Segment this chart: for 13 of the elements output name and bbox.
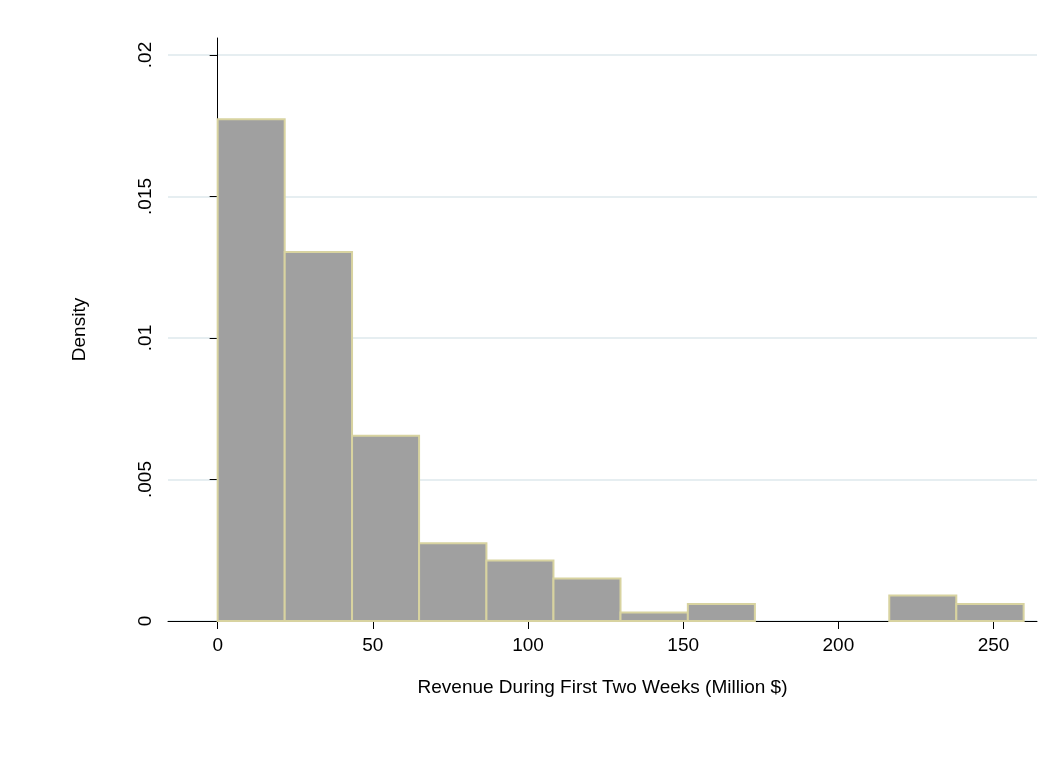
x-tick-label: 150 (667, 634, 700, 655)
x-axis-title: Revenue During First Two Weeks (Million $) (417, 676, 788, 697)
x-tick-label: 250 (977, 634, 1010, 655)
x-tick-label: 50 (362, 634, 384, 655)
x-tick-label: 0 (212, 634, 223, 655)
y-axis-title: Density (68, 297, 89, 362)
x-tick-label: 100 (512, 634, 544, 655)
y-tick-label: .005 (134, 461, 155, 498)
y-tick-label: .01 (134, 324, 155, 352)
y-tick-label: 0 (134, 615, 155, 627)
y-tick-label: .015 (134, 177, 155, 215)
x-tick-label: 200 (822, 634, 855, 655)
y-tick-label: .02 (134, 41, 155, 69)
